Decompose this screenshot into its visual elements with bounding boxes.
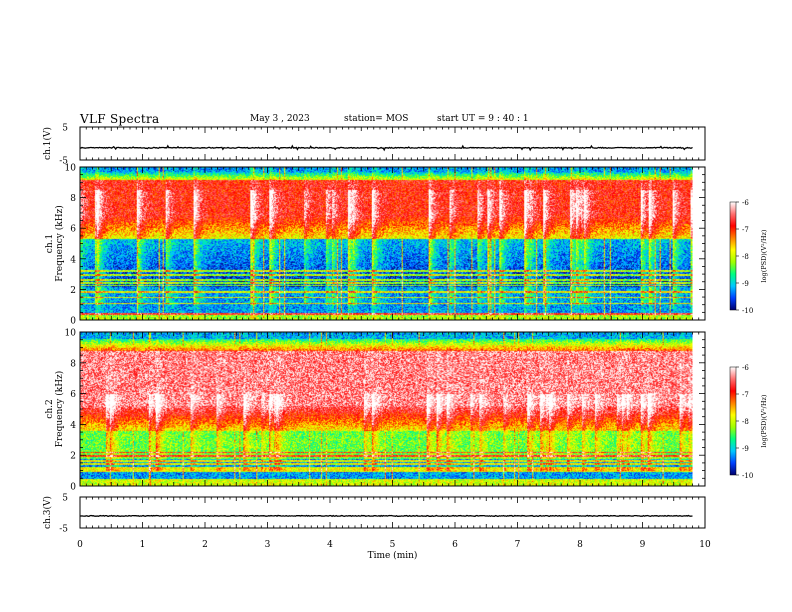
colorbar-label: log(PSD)(V²/Hz) xyxy=(760,229,768,282)
start-time-label: start UT = 9 : 40 : 1 xyxy=(437,114,529,124)
ytick-label: 6 xyxy=(70,390,76,400)
xtick-label: 9 xyxy=(640,540,646,550)
ytick-label: 10 xyxy=(65,329,77,339)
xtick-label: 8 xyxy=(577,540,583,550)
colorbar-tick-label: -6 xyxy=(742,364,749,372)
ylabel-ch1-waveform: ch.1(V) xyxy=(42,127,53,160)
ch1-waveform-trace xyxy=(79,144,693,152)
xtick-label: 5 xyxy=(390,540,396,550)
xtick-label: 4 xyxy=(327,540,333,550)
xtick-label: 6 xyxy=(452,540,458,550)
ytick-label: 2 xyxy=(70,286,76,296)
colorbar-tick-label: -9 xyxy=(742,445,749,453)
ytick-label: 5 xyxy=(62,494,68,504)
ylabel-ch2-spectrogram: ch.2Frequency (kHz) xyxy=(45,371,65,448)
colorbar-tick-label: -10 xyxy=(742,307,753,315)
ytick-label: 4 xyxy=(70,421,76,431)
colorbar-tick-label: -10 xyxy=(742,472,753,480)
xtick-label: 10 xyxy=(699,540,711,550)
ch1-spectrogram xyxy=(80,167,693,320)
station-label: station= MOS xyxy=(344,114,409,124)
xtick-label: 1 xyxy=(140,540,146,550)
colorbar-tick-label: -8 xyxy=(742,253,749,261)
ylabel-ch1-spectrogram: ch.1Frequency (kHz) xyxy=(45,205,65,282)
ytick-label: -5 xyxy=(59,157,68,167)
xtick-label: 7 xyxy=(515,540,521,550)
ytick-label: 0 xyxy=(70,317,76,327)
colorbar-tick-label: -9 xyxy=(742,280,749,288)
ytick-label: 10 xyxy=(65,164,77,174)
colorbar-label: log(PSD)(V²/Hz) xyxy=(760,394,768,447)
xaxis-label: Time (min) xyxy=(368,550,418,561)
ytick-label: 8 xyxy=(70,359,76,369)
ch3-waveform-trace xyxy=(80,514,693,518)
ytick-label: 5 xyxy=(62,124,68,134)
ch2-spectrogram xyxy=(80,332,693,486)
ytick-label: 6 xyxy=(70,225,76,235)
ytick-label: 0 xyxy=(70,483,76,493)
date-label: May 3 , 2023 xyxy=(250,114,310,124)
colorbar-tick-label: -7 xyxy=(742,391,749,399)
colorbar-tick-label: -8 xyxy=(742,418,749,426)
ytick-label: 4 xyxy=(70,255,76,265)
ytick-label: 8 xyxy=(70,194,76,204)
ytick-label: 2 xyxy=(70,452,76,462)
ylabel-ch3-waveform: ch.3(V) xyxy=(42,496,53,529)
xtick-label: 3 xyxy=(265,540,271,550)
xtick-label: 2 xyxy=(202,540,208,550)
xtick-label: 0 xyxy=(77,540,83,550)
colorbar-tick-label: -7 xyxy=(742,226,749,234)
ytick-label: -5 xyxy=(59,525,68,535)
colorbar-ch2-spectrogram xyxy=(729,366,737,476)
colorbar-ch1-spectrogram xyxy=(729,201,737,311)
chart-title: VLF Spectra xyxy=(80,112,160,126)
colorbar-tick-label: -6 xyxy=(742,199,749,207)
